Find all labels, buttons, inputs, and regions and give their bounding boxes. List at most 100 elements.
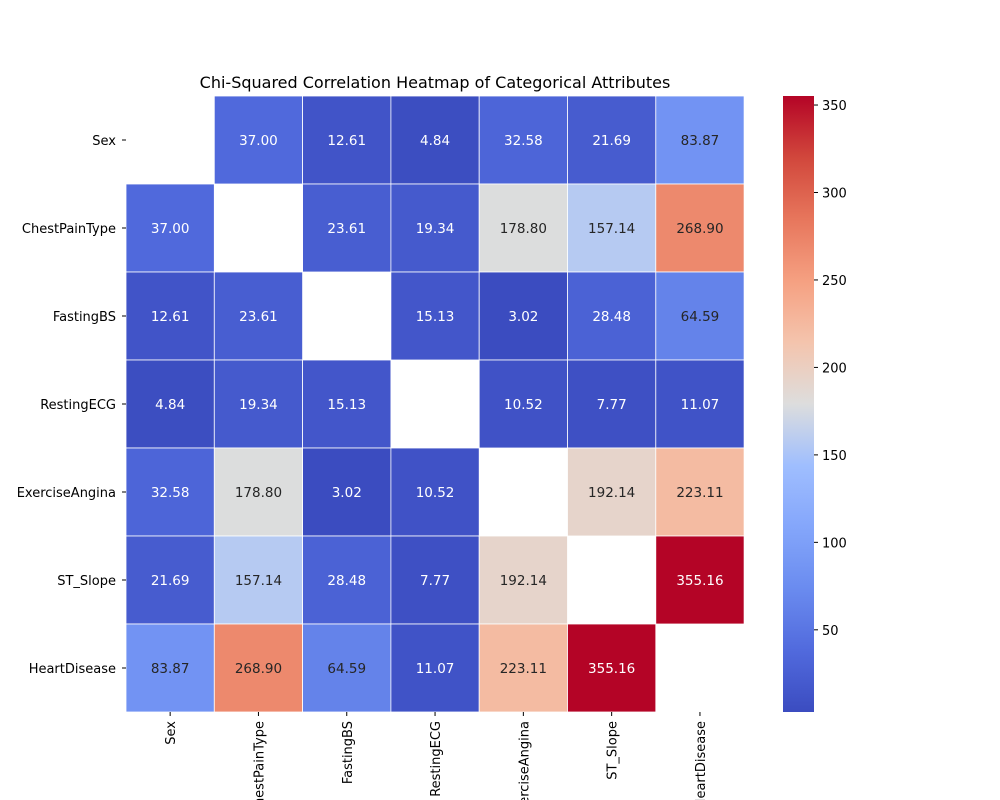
column-tick-labels: Sex ChestPainType FastingBS RestingECG Exerc…: [164, 712, 709, 800]
heatmap-cell: [655, 95, 745, 185]
column-tick-label: ExerciseAngina: [517, 721, 532, 800]
cell-value-label: 64.59: [327, 661, 366, 677]
cell-value-label: 178.80: [500, 221, 547, 237]
heatmap-cell: [125, 359, 215, 449]
heatmap-cell: [478, 535, 568, 625]
cell-value-label: 64.59: [681, 309, 720, 325]
heatmap-cell: [655, 359, 745, 449]
heatmap-cell: [567, 95, 657, 185]
column-tick-label: Sex: [164, 721, 179, 745]
chart-title: Chi-Squared Correlation Heatmap of Categ…: [200, 73, 671, 92]
cell-value-label: 192.14: [500, 573, 547, 589]
cell-value-label: 11.07: [416, 661, 455, 677]
cell-value-label: 23.61: [327, 221, 366, 237]
cell-value-label: 83.87: [681, 133, 720, 149]
colorbar-tick-label: 50: [822, 624, 839, 639]
cell-value-label: 11.07: [681, 397, 720, 413]
cell-value-label: 157.14: [588, 221, 635, 237]
cell-value-label: 37.00: [151, 221, 190, 237]
row-tick-label: FastingBS: [53, 310, 116, 325]
cell-value-label: 21.69: [592, 133, 631, 149]
cell-value-label: 23.61: [239, 309, 278, 325]
heatmap-cell: [655, 271, 745, 361]
cell-value-label: 3.02: [332, 485, 362, 501]
column-tick-label: FastingBS: [341, 721, 356, 784]
heatmap-cell: [478, 271, 568, 361]
cell-value-label: 223.11: [676, 485, 723, 501]
heatmap-cell: [213, 359, 304, 449]
cell-value-label: 28.48: [327, 573, 366, 589]
column-tick-label: RestingECG: [429, 721, 444, 797]
heatmap-cell: [213, 623, 304, 713]
colorbar-tick-label: 250: [822, 274, 847, 289]
cell-value-label: 4.84: [420, 133, 450, 149]
heatmap-cell: [478, 95, 568, 185]
heatmap-cell: [125, 447, 215, 537]
cell-value-label: 28.48: [592, 309, 631, 325]
cell-value-label: 4.84: [155, 397, 185, 413]
cell-value-label: 7.77: [420, 573, 450, 589]
heatmap-cell: [302, 95, 392, 185]
heatmap-cell: [655, 447, 745, 537]
heatmap-cell: [302, 623, 392, 713]
colorbar: 50 100 150 200 250 300 350: [783, 96, 847, 712]
cell-value-label: 32.58: [151, 485, 190, 501]
heatmap-cell: [567, 447, 657, 537]
heatmap-cell: [213, 95, 304, 185]
row-tick-label: ST_Slope: [57, 574, 116, 589]
heatmap-cells: 37.00 12.61 4.84 32.58 21.69 83.87 37.00 23.61 1…: [125, 95, 745, 713]
cell-value-label: 19.34: [239, 397, 278, 413]
heatmap-cell: [125, 623, 215, 713]
heatmap-cell: [302, 183, 392, 273]
cell-value-label: 268.90: [235, 661, 282, 677]
cell-value-label: 32.58: [504, 133, 543, 149]
row-tick-label: ExerciseAngina: [17, 486, 116, 501]
cell-value-label: 15.13: [416, 309, 455, 325]
row-tick-label: HeartDisease: [29, 662, 116, 677]
heatmap-cell: [567, 623, 657, 713]
colorbar-tick-label: 350: [822, 99, 847, 114]
cell-value-label: 3.02: [508, 309, 538, 325]
heatmap-cell: [655, 183, 745, 273]
cell-value-label: 12.61: [151, 309, 190, 325]
heatmap-cell: [125, 271, 215, 361]
heatmap-cell: [302, 447, 392, 537]
cell-value-label: 157.14: [235, 573, 282, 589]
colorbar-tick-label: 100: [822, 536, 847, 551]
row-tick-label: RestingECG: [40, 398, 116, 413]
heatmap-cell: [567, 359, 657, 449]
row-tick-labels: Sex ChestPainType FastingBS RestingECG Exerc…: [17, 134, 126, 677]
colorbar-tick-label: 150: [822, 449, 847, 464]
heatmap-cell: [655, 535, 745, 625]
heatmap-cell: [125, 535, 215, 625]
cell-value-label: 355.16: [588, 661, 635, 677]
heatmap-cell: [478, 183, 568, 273]
column-tick-label: ChestPainType: [252, 721, 267, 800]
cell-value-label: 12.61: [327, 133, 366, 149]
cell-value-label: 37.00: [239, 133, 278, 149]
cell-value-label: 83.87: [151, 661, 190, 677]
colorbar-tick-label: 200: [822, 361, 847, 376]
heatmap-cell: [302, 359, 392, 449]
cell-value-label: 10.52: [504, 397, 543, 413]
row-tick-label: Sex: [92, 134, 116, 149]
heatmap-cell: [390, 271, 480, 361]
colorbar-tick-label: 300: [822, 186, 847, 201]
heatmap-cell: [478, 359, 568, 449]
cell-value-label: 7.77: [597, 397, 627, 413]
column-tick-label: ST_Slope: [606, 721, 621, 780]
column-tick-label: HeartDisease: [694, 721, 709, 800]
cell-value-label: 21.69: [151, 573, 190, 589]
cell-value-label: 178.80: [235, 485, 282, 501]
cell-value-label: 19.34: [416, 221, 455, 237]
row-tick-label: ChestPainType: [22, 222, 116, 237]
heatmap-cell: [390, 623, 480, 713]
cell-value-label: 223.11: [500, 661, 547, 677]
cell-value-label: 15.13: [327, 397, 366, 413]
cell-value-label: 355.16: [676, 573, 723, 589]
cell-value-label: 10.52: [416, 485, 455, 501]
colorbar-gradient: [783, 96, 814, 712]
cell-value-label: 268.90: [676, 221, 723, 237]
heatmap-cell: [390, 95, 480, 185]
